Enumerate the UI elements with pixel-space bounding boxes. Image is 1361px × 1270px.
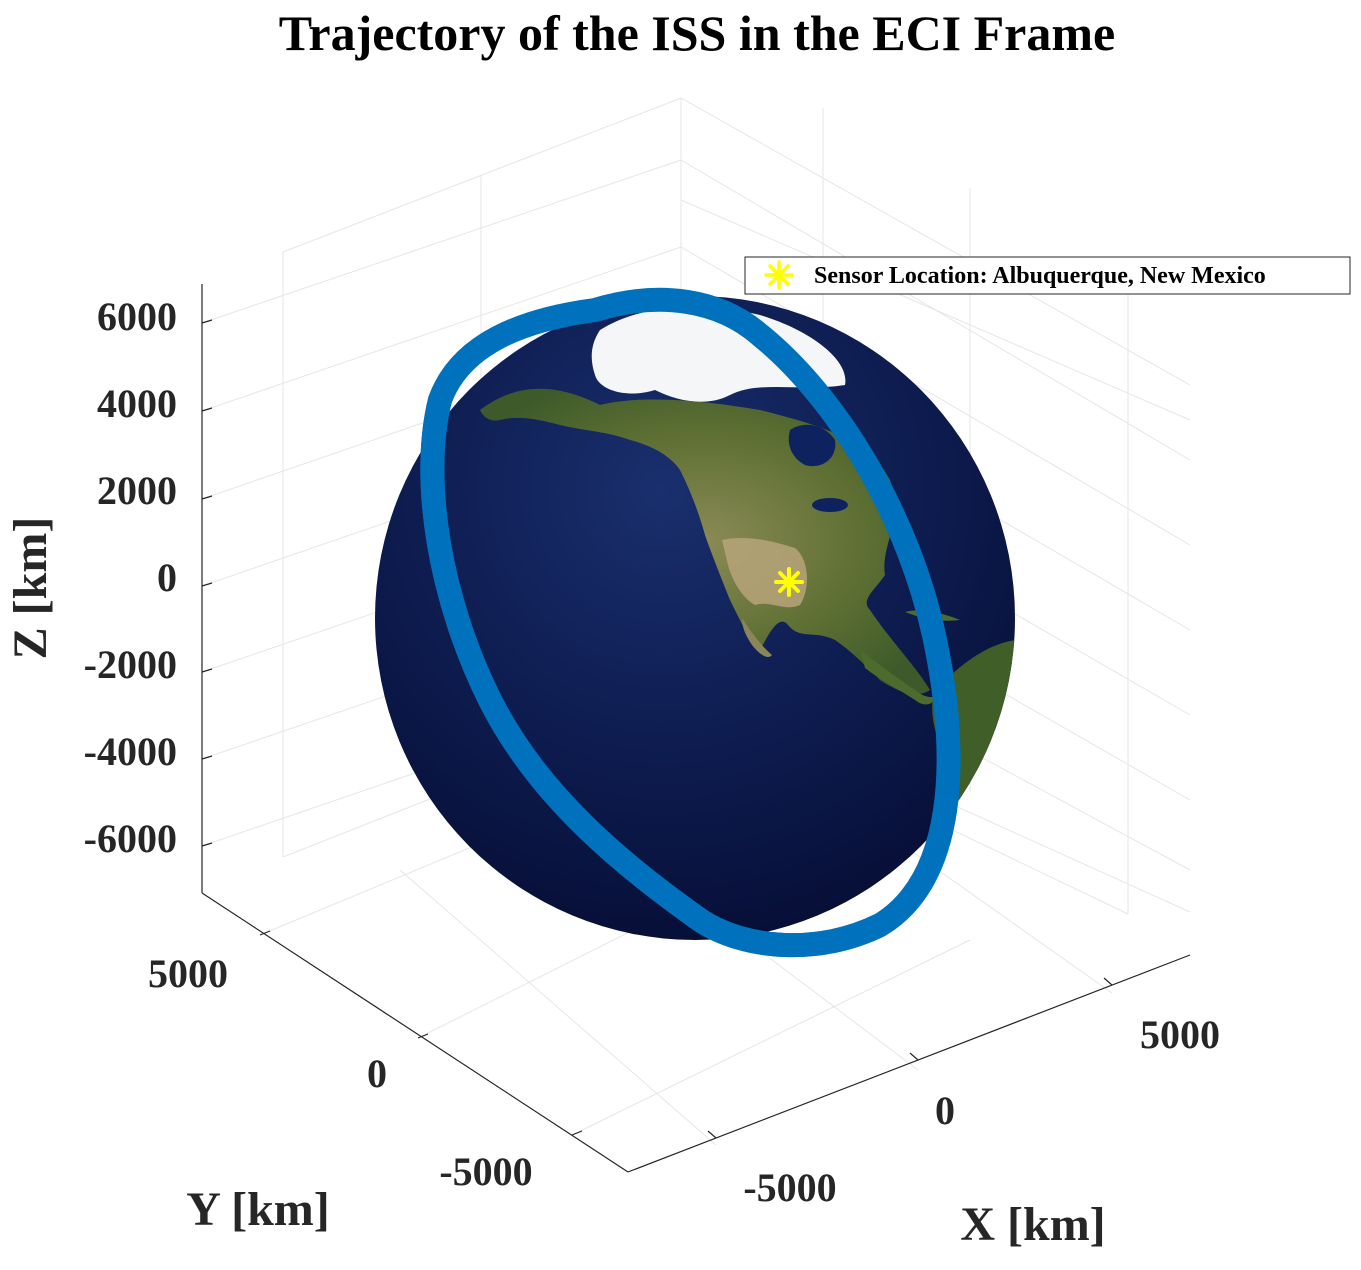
z-tick-label: 2000 bbox=[97, 468, 177, 513]
x-tick-labels: -5000 0 5000 bbox=[743, 1012, 1220, 1210]
desert-region bbox=[722, 537, 807, 608]
x-tick-label: 0 bbox=[935, 1088, 955, 1133]
iss-trajectory-front bbox=[420, 397, 886, 958]
z-tick-label: 4000 bbox=[97, 381, 177, 426]
z-tick-label: 6000 bbox=[97, 294, 177, 339]
y-tick-label: -5000 bbox=[439, 1149, 532, 1194]
x-tick-label: -5000 bbox=[743, 1165, 836, 1210]
great-lakes bbox=[812, 498, 848, 512]
legend[interactable]: Sensor Location: Albuquerque, New Mexico bbox=[744, 256, 1351, 295]
z-tick-label: -2000 bbox=[84, 642, 177, 687]
legend-label: Sensor Location: Albuquerque, New Mexico bbox=[814, 263, 1266, 289]
sensor-marker bbox=[774, 567, 804, 597]
z-tick-label: 0 bbox=[157, 555, 177, 600]
x-axis-label: X [km] bbox=[960, 1198, 1105, 1251]
baja-peninsula bbox=[742, 618, 772, 657]
x-axis-line bbox=[627, 954, 1191, 1173]
z-tick-label: -4000 bbox=[84, 729, 177, 774]
y-tick-labels: 5000 0 -5000 bbox=[148, 951, 533, 1194]
z-tick-labels: 6000 4000 2000 0 -2000 -4000 -6000 bbox=[84, 294, 177, 861]
x-tick-label: 5000 bbox=[1140, 1012, 1220, 1057]
y-axis-line bbox=[201, 892, 629, 1173]
y-tick-label: 0 bbox=[367, 1051, 387, 1096]
central-america-land bbox=[860, 650, 940, 705]
hudson-bay bbox=[788, 424, 836, 467]
legend-box bbox=[744, 256, 1351, 295]
arctic-ice bbox=[591, 306, 846, 402]
axes bbox=[201, 284, 1191, 1173]
legend-asterisk-icon bbox=[764, 260, 794, 290]
earth-globe bbox=[375, 287, 1015, 958]
y-tick-label: 5000 bbox=[148, 951, 228, 996]
y-axis-label: Y [km] bbox=[186, 1183, 330, 1236]
chart-title: Trajectory of the ISS in the ECI Frame bbox=[279, 5, 1115, 61]
z-tick-label: -6000 bbox=[84, 816, 177, 861]
z-axis-label: Z [km] bbox=[4, 517, 57, 660]
